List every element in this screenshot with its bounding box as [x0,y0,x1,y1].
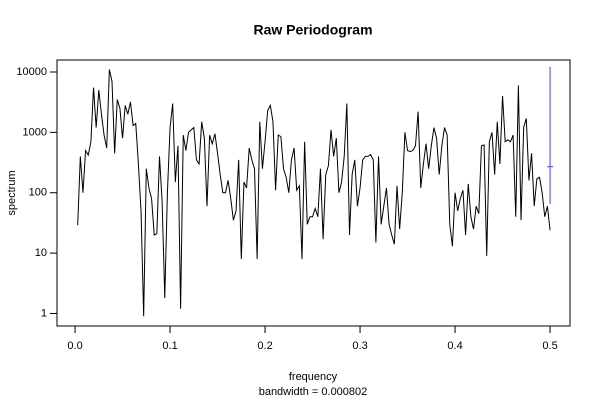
y-tick-label: 1000 [23,126,47,138]
y-axis-label: spectrum [6,170,18,215]
x-tick-label: 0.2 [257,340,272,352]
x-tick-label: 0.0 [67,340,82,352]
x-tick-label: 0.3 [352,340,367,352]
subtitle: bandwidth = 0.000802 [259,386,368,398]
y-tick-label: 10 [35,247,47,259]
x-tick-label: 0.5 [542,340,557,352]
spectrum-line [77,69,551,317]
x-axis-label: frequency [289,371,338,383]
y-tick-label: 100 [29,187,47,199]
y-tick-label: 10000 [16,66,47,78]
x-tick-label: 0.1 [162,340,177,352]
y-tick-label: 1 [41,307,47,319]
chart-title: Raw Periodogram [253,22,372,38]
x-tick-label: 0.4 [447,340,462,352]
